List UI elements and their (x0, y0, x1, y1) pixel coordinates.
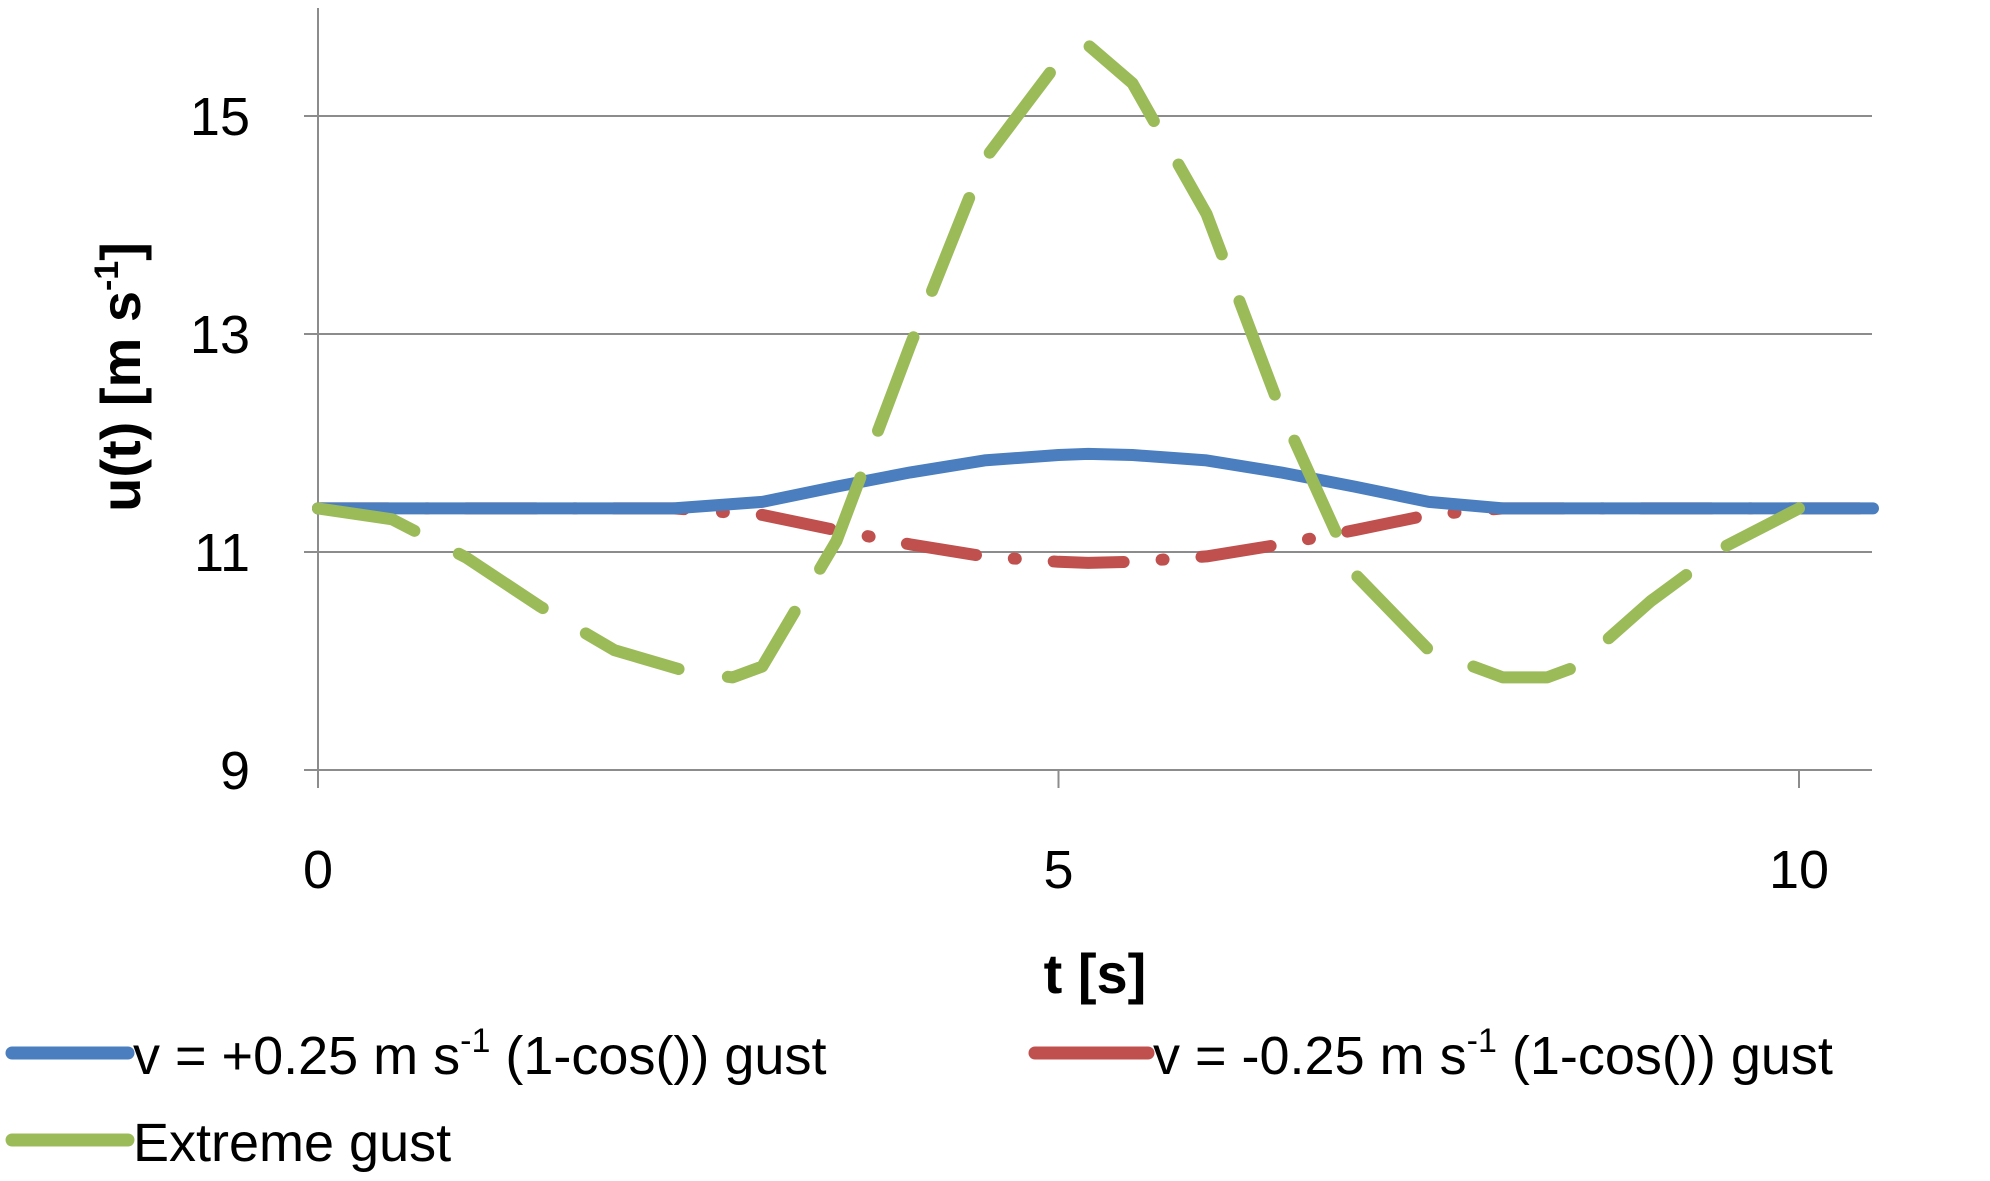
legend-item-extreme-gust: Extreme gust (5, 1113, 451, 1173)
legend-label-negative-gust-sup: -1 (1467, 1022, 1497, 1060)
y-axis-title-main: u(t) [m s (89, 291, 152, 512)
legend-label-positive-gust-pre: v = +0.25 m s (133, 1026, 460, 1086)
series-line-positive-gust (312, 447, 1879, 515)
legend-label-positive-gust-sup: -1 (460, 1022, 490, 1060)
series-line-negative-gust (312, 502, 1879, 569)
gridlines (318, 115, 1872, 553)
x-axis-title: t [s] (1044, 942, 1147, 1005)
y-tick-label-13: 13 (190, 305, 250, 365)
x-tick-label-5: 5 (1043, 840, 1073, 900)
y-tick-label-11: 11 (194, 523, 250, 583)
legend-item-negative-gust: v = -0.25 m s-1 (1-cos()) gust (1028, 1022, 1833, 1086)
legend-label-positive-gust-post: (1-cos()) gust (490, 1026, 826, 1086)
legend: v = +0.25 m s-1 (1-cos()) gust v = -0.25… (5, 1022, 1833, 1173)
legend-label-extreme-gust: Extreme gust (133, 1113, 451, 1173)
tick-labels: 9 11 13 15 0 5 10 (190, 87, 1829, 900)
y-tick-label-15: 15 (190, 87, 250, 147)
legend-item-positive-gust: v = +0.25 m s-1 (1-cos()) gust (5, 1022, 826, 1086)
legend-label-negative-gust-pre: v = -0.25 m s (1153, 1026, 1467, 1086)
axes (304, 8, 1872, 788)
y-tick-label-9: 9 (220, 741, 250, 801)
y-axis-title-close: ] (89, 242, 152, 261)
series-line-extreme-gust (312, 39, 1805, 684)
y-axis-title: u(t) [m s-1] (88, 242, 152, 512)
legend-label-negative-gust: v = -0.25 m s-1 (1-cos()) gust (1153, 1022, 1833, 1086)
legend-label-positive-gust: v = +0.25 m s-1 (1-cos()) gust (133, 1022, 826, 1086)
legend-label-negative-gust-post: (1-cos()) gust (1497, 1026, 1833, 1086)
x-tick-label-0: 0 (303, 840, 333, 900)
x-tick-label-10: 10 (1769, 840, 1829, 900)
legend-label-extreme-gust-pre: Extreme gust (133, 1113, 451, 1173)
y-axis-title-sup: -1 (88, 261, 126, 291)
series-layer (312, 39, 1879, 684)
